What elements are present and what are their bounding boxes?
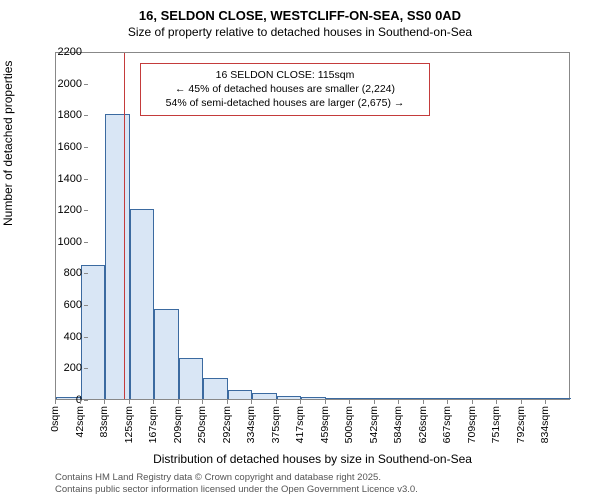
x-tick-mark <box>521 400 522 404</box>
x-tick-mark <box>178 400 179 404</box>
x-tick-mark <box>104 400 105 404</box>
x-tick-label: 500sqm <box>343 406 355 443</box>
x-tick-label: 709sqm <box>466 406 478 443</box>
chart-title: 16, SELDON CLOSE, WESTCLIFF-ON-SEA, SS0 … <box>0 0 600 23</box>
histogram-bar <box>448 398 473 399</box>
histogram-bar <box>105 114 130 399</box>
chart-subtitle: Size of property relative to detached ho… <box>0 25 600 39</box>
histogram-bar <box>399 398 424 399</box>
x-tick-mark <box>349 400 350 404</box>
x-tick-label: 542sqm <box>368 406 380 443</box>
plot-area: 16 SELDON CLOSE: 115sqm← 45% of detached… <box>55 52 570 400</box>
x-tick-label: 0sqm <box>49 406 61 432</box>
y-tick: 1600 <box>42 141 82 153</box>
footnote-line-2: Contains public sector information licen… <box>55 484 570 496</box>
x-tick-mark <box>251 400 252 404</box>
x-tick-mark <box>129 400 130 404</box>
x-tick-label: 167sqm <box>147 406 159 443</box>
y-tick: 1000 <box>42 236 82 248</box>
histogram-bar <box>179 358 204 399</box>
x-tick-label: 292sqm <box>221 406 233 443</box>
x-tick-mark <box>300 400 301 404</box>
histogram-bar <box>375 398 400 399</box>
x-tick-label: 334sqm <box>245 406 257 443</box>
footnote-line-1: Contains HM Land Registry data © Crown c… <box>55 472 570 484</box>
x-tick-mark <box>447 400 448 404</box>
histogram-bar <box>473 398 498 399</box>
x-tick-label: 83sqm <box>98 406 110 438</box>
x-tick-label: 375sqm <box>270 406 282 443</box>
x-tick-label: 667sqm <box>441 406 453 443</box>
x-tick-label: 417sqm <box>294 406 306 443</box>
reference-line <box>124 53 125 399</box>
x-tick-label: 751sqm <box>490 406 502 443</box>
y-tick: 2000 <box>42 78 82 90</box>
x-tick-mark <box>423 400 424 404</box>
annotation-box: 16 SELDON CLOSE: 115sqm← 45% of detached… <box>140 63 430 116</box>
histogram-bar <box>81 265 106 399</box>
y-tick: 200 <box>42 362 82 374</box>
annotation-line: ← 45% of detached houses are smaller (2,… <box>149 82 421 96</box>
histogram-bar <box>424 398 449 399</box>
x-tick-label: 626sqm <box>417 406 429 443</box>
x-tick-mark <box>325 400 326 404</box>
x-tick-mark <box>496 400 497 404</box>
y-tick: 1400 <box>42 173 82 185</box>
histogram-bar <box>277 396 302 399</box>
y-axis-label: Number of detached properties <box>1 61 15 226</box>
y-tick: 2200 <box>42 46 82 58</box>
y-tick: 400 <box>42 331 82 343</box>
histogram-bar <box>497 398 522 399</box>
x-tick-mark <box>472 400 473 404</box>
y-tick: 0 <box>42 394 82 406</box>
histogram-bar <box>228 390 253 399</box>
x-tick-mark <box>227 400 228 404</box>
histogram-bar <box>546 398 571 399</box>
x-tick-mark <box>545 400 546 404</box>
x-tick-mark <box>398 400 399 404</box>
x-tick-label: 834sqm <box>539 406 551 443</box>
x-tick-mark <box>80 400 81 404</box>
annotation-line: 54% of semi-detached houses are larger (… <box>149 96 421 110</box>
y-tick: 1200 <box>42 204 82 216</box>
chart-container: 16, SELDON CLOSE, WESTCLIFF-ON-SEA, SS0 … <box>0 0 600 500</box>
histogram-bar <box>203 378 228 399</box>
histogram-bar <box>301 397 326 399</box>
x-tick-mark <box>374 400 375 404</box>
footnote: Contains HM Land Registry data © Crown c… <box>55 472 570 496</box>
x-tick-label: 42sqm <box>74 406 86 438</box>
x-tick-label: 792sqm <box>515 406 527 443</box>
histogram-bar <box>522 398 547 399</box>
histogram-bar <box>130 209 155 399</box>
x-tick-mark <box>55 400 56 404</box>
x-axis-label: Distribution of detached houses by size … <box>55 452 570 466</box>
x-tick-label: 584sqm <box>392 406 404 443</box>
y-tick: 600 <box>42 299 82 311</box>
histogram-bar <box>326 398 351 399</box>
x-tick-label: 125sqm <box>123 406 135 443</box>
histogram-bar <box>350 398 375 399</box>
x-tick-mark <box>276 400 277 404</box>
x-tick-mark <box>153 400 154 404</box>
x-tick-label: 250sqm <box>196 406 208 443</box>
x-tick-mark <box>202 400 203 404</box>
annotation-line: 16 SELDON CLOSE: 115sqm <box>149 68 421 82</box>
histogram-bar <box>154 309 179 399</box>
y-tick: 1800 <box>42 109 82 121</box>
x-tick-label: 209sqm <box>172 406 184 443</box>
y-tick: 800 <box>42 267 82 279</box>
histogram-bar <box>252 393 277 399</box>
x-tick-label: 459sqm <box>319 406 331 443</box>
